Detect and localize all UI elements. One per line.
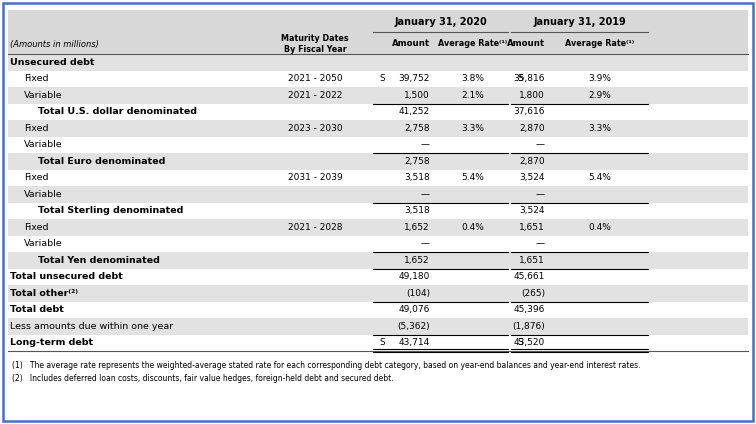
Text: 1,652: 1,652 [404,223,430,232]
Text: 2021 - 2050: 2021 - 2050 [288,74,342,83]
Text: Total U.S. dollar denominated: Total U.S. dollar denominated [38,107,197,116]
Text: 2031 - 2039: 2031 - 2039 [287,173,342,182]
Text: 3,518: 3,518 [404,173,430,182]
Text: Variable: Variable [24,140,63,149]
Text: 3.9%: 3.9% [588,74,612,83]
Text: Fixed: Fixed [24,74,48,83]
Text: 2.9%: 2.9% [589,91,612,100]
Text: 2,758: 2,758 [404,124,430,133]
Text: (2)   Includes deferred loan costs, discounts, fair value hedges, foreign-held d: (2) Includes deferred loan costs, discou… [12,374,394,383]
Text: —: — [421,140,430,149]
Bar [8,186,748,203]
Text: 0.4%: 0.4% [589,223,612,232]
Text: Total other⁽²⁾: Total other⁽²⁾ [10,289,78,298]
Text: 3,518: 3,518 [404,206,430,215]
Text: 43,714: 43,714 [398,338,430,347]
Text: 3.3%: 3.3% [588,124,612,133]
Text: 3.3%: 3.3% [461,124,485,133]
Text: Variable: Variable [24,190,63,199]
Bar [8,252,748,268]
Text: Total Sterling denominated: Total Sterling denominated [38,206,184,215]
Text: 5.4%: 5.4% [589,173,612,182]
Bar [8,285,748,301]
Text: (5,362): (5,362) [398,322,430,331]
Text: S: S [379,74,385,83]
Bar [8,54,748,70]
Text: 2,758: 2,758 [404,157,430,166]
Text: 43,520: 43,520 [514,338,545,347]
Text: 45,396: 45,396 [513,305,545,314]
Bar [8,120,748,137]
Text: S: S [379,338,385,347]
Text: 2021 - 2022: 2021 - 2022 [288,91,342,100]
Text: Unsecured debt: Unsecured debt [10,58,94,67]
Text: 1,651: 1,651 [519,256,545,265]
Text: Average Rate⁽¹⁾: Average Rate⁽¹⁾ [438,39,507,48]
Text: 49,180: 49,180 [398,272,430,281]
Text: 3,524: 3,524 [519,206,545,215]
Text: —: — [536,140,545,149]
Text: S: S [517,74,522,83]
Text: Maturity Dates
By Fiscal Year: Maturity Dates By Fiscal Year [281,34,349,54]
Text: Amount: Amount [507,39,545,48]
Text: 2,870: 2,870 [519,157,545,166]
Text: Amount: Amount [392,39,430,48]
Text: (Amounts in millions): (Amounts in millions) [10,39,99,48]
Text: —: — [421,239,430,248]
Text: 2,870: 2,870 [519,124,545,133]
Text: 3.8%: 3.8% [461,74,485,83]
Text: Total unsecured debt: Total unsecured debt [10,272,123,281]
Text: Total debt: Total debt [10,305,64,314]
Text: 1,652: 1,652 [404,256,430,265]
Text: 39,752: 39,752 [398,74,430,83]
Bar [8,219,748,235]
Text: Average Rate⁽¹⁾: Average Rate⁽¹⁾ [565,39,634,48]
Text: 37,616: 37,616 [513,107,545,116]
Text: 2.1%: 2.1% [462,91,485,100]
Text: Variable: Variable [24,91,63,100]
Bar [8,87,748,103]
Text: 41,252: 41,252 [399,107,430,116]
Text: —: — [421,190,430,199]
Text: 49,076: 49,076 [398,305,430,314]
Text: S: S [517,338,522,347]
Text: Variable: Variable [24,239,63,248]
Text: Total Euro denominated: Total Euro denominated [38,157,166,166]
Text: 45,661: 45,661 [513,272,545,281]
Text: January 31, 2020: January 31, 2020 [394,17,487,27]
Bar [8,10,748,54]
Text: (104): (104) [406,289,430,298]
Text: —: — [536,239,545,248]
Text: (265): (265) [521,289,545,298]
Text: 3,524: 3,524 [519,173,545,182]
Text: Total Yen denominated: Total Yen denominated [38,256,160,265]
Bar [8,318,748,335]
Text: January 31, 2019: January 31, 2019 [533,17,626,27]
Text: Long-term debt: Long-term debt [10,338,93,347]
Text: 0.4%: 0.4% [462,223,485,232]
Text: Fixed: Fixed [24,223,48,232]
Text: 2023 - 2030: 2023 - 2030 [288,124,342,133]
Text: —: — [536,190,545,199]
Text: Less amounts due within one year: Less amounts due within one year [10,322,173,331]
Text: 1,651: 1,651 [519,223,545,232]
Text: (1,876): (1,876) [513,322,545,331]
Text: 5.4%: 5.4% [462,173,485,182]
Text: 1,800: 1,800 [519,91,545,100]
Text: 2021 - 2028: 2021 - 2028 [288,223,342,232]
Text: 35,816: 35,816 [513,74,545,83]
Text: 1,500: 1,500 [404,91,430,100]
Text: Fixed: Fixed [24,124,48,133]
Bar [8,153,748,170]
Text: Fixed: Fixed [24,173,48,182]
Text: (1)   The average rate represents the weighted-average stated rate for each corr: (1) The average rate represents the weig… [12,361,640,370]
